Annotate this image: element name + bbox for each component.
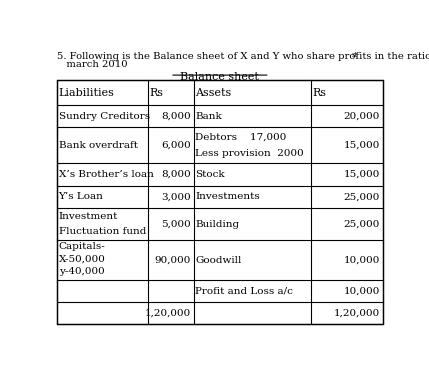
Text: Bank: Bank — [196, 112, 222, 121]
Text: Stock: Stock — [196, 170, 225, 179]
Text: 3,000: 3,000 — [161, 192, 191, 201]
Text: Investments: Investments — [196, 192, 260, 201]
Text: 6,000: 6,000 — [161, 141, 191, 150]
Text: Profit and Loss a/c: Profit and Loss a/c — [196, 286, 293, 296]
Text: 10,000: 10,000 — [344, 256, 380, 265]
Text: 15,000: 15,000 — [344, 170, 380, 179]
Text: y-40,000: y-40,000 — [59, 267, 104, 276]
Text: Balance sheet: Balance sheet — [181, 72, 259, 82]
Text: 90,000: 90,000 — [155, 256, 191, 265]
Text: Liabilities: Liabilities — [59, 88, 115, 98]
Text: Investment: Investment — [59, 213, 118, 221]
Text: 1,20,000: 1,20,000 — [334, 309, 380, 318]
Text: 10,000: 10,000 — [344, 286, 380, 296]
Text: Rs: Rs — [150, 88, 164, 98]
Text: 8,000: 8,000 — [161, 112, 191, 121]
Text: Goodwill: Goodwill — [196, 256, 242, 265]
Text: Less provision  2000: Less provision 2000 — [196, 149, 304, 158]
Text: Rs: Rs — [313, 88, 327, 98]
Text: 25,000: 25,000 — [344, 220, 380, 229]
Text: 15,000: 15,000 — [344, 141, 380, 150]
Text: st: st — [351, 51, 357, 59]
Text: 8,000: 8,000 — [161, 170, 191, 179]
Text: Y’s Loan: Y’s Loan — [59, 192, 103, 201]
Text: Debtors    17,000: Debtors 17,000 — [196, 133, 287, 142]
Text: Fluctuation fund: Fluctuation fund — [59, 227, 146, 236]
Text: X’s Brother’s loan: X’s Brother’s loan — [59, 170, 154, 179]
Text: 1,20,000: 1,20,000 — [145, 309, 191, 318]
Text: 20,000: 20,000 — [344, 112, 380, 121]
Text: Assets: Assets — [196, 88, 232, 98]
Text: Bank overdraft: Bank overdraft — [59, 141, 138, 150]
Text: Capitals-: Capitals- — [59, 242, 106, 251]
Text: 5,000: 5,000 — [161, 220, 191, 229]
Text: 5. Following is the Balance sheet of X and Y who share profits in the ratio of 4: 5. Following is the Balance sheet of X a… — [57, 52, 429, 61]
Text: X-50,000: X-50,000 — [59, 255, 106, 264]
Text: 25,000: 25,000 — [344, 192, 380, 201]
Text: march 2010: march 2010 — [57, 60, 127, 69]
Text: Building: Building — [196, 220, 239, 229]
Text: Sundry Creditors: Sundry Creditors — [59, 112, 150, 121]
